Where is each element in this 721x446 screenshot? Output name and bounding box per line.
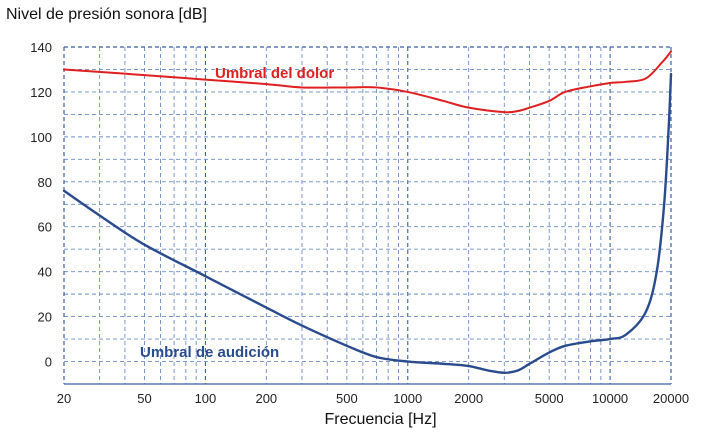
x-axis-title: Frecuencia [Hz] xyxy=(324,411,437,428)
y-tick-label: 40 xyxy=(38,265,52,280)
y-tick-label: 60 xyxy=(38,220,52,235)
x-tick-label: 10000 xyxy=(592,391,628,406)
x-tick-label: 100 xyxy=(195,391,217,406)
x-tick-label: 1000 xyxy=(393,391,422,406)
x-tick-label: 50 xyxy=(137,391,151,406)
plot-frame xyxy=(63,46,672,385)
x-tick-label: 500 xyxy=(336,391,358,406)
x-tick-label: 200 xyxy=(255,391,277,406)
y-tick-label: 140 xyxy=(30,40,52,55)
x-tick-label: 20000 xyxy=(653,391,689,406)
x-tick-label: 20 xyxy=(57,391,71,406)
series-label-umbral-dolor: Umbral del dolor xyxy=(215,65,334,82)
y-tick-labels: 0 20 40 60 80 100 120 140 xyxy=(30,40,52,370)
y-tick-label: 80 xyxy=(38,175,52,190)
y-tick-label: 20 xyxy=(38,310,52,325)
series xyxy=(62,50,673,374)
x-tick-label: 2000 xyxy=(454,391,483,406)
x-tick-label: 5000 xyxy=(535,391,564,406)
series-line-umbral-dolor xyxy=(63,50,672,114)
series-line-umbral-audicion xyxy=(62,72,673,374)
y-axis-title: Nivel de presión sonora [dB] xyxy=(6,6,207,23)
x-tick-labels: 20 50 100 200 500 1000 2000 5000 10000 20000 xyxy=(57,391,689,406)
series-label-umbral-audicion: Umbral de audición xyxy=(140,344,279,361)
y-tick-label: 120 xyxy=(30,85,52,100)
series-labels: Umbral del dolor Umbral de audición xyxy=(140,65,334,361)
grid xyxy=(64,47,671,384)
y-tick-label: 100 xyxy=(30,130,52,145)
y-tick-label: 0 xyxy=(45,355,52,370)
